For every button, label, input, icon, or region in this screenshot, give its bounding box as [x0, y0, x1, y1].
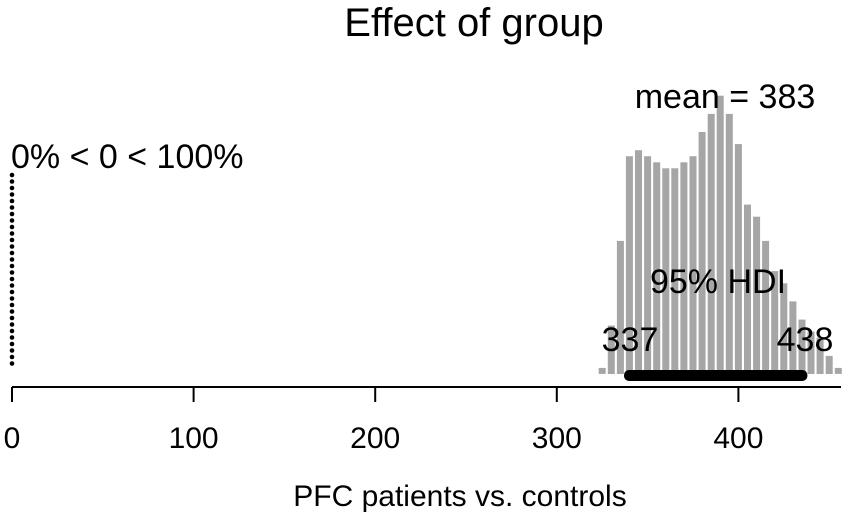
histogram-bar-24: [816, 337, 824, 374]
histogram-bar-22: [798, 319, 806, 374]
chart-title: Effect of group: [344, 1, 603, 45]
x-tick-label-2: 200: [350, 422, 400, 455]
histogram-bar-14: [725, 113, 733, 375]
histogram-bar-19: [771, 271, 779, 374]
histogram-bar-2: [616, 240, 624, 374]
histogram-bar-6: [653, 162, 661, 375]
histogram-bar-5: [644, 156, 652, 374]
histogram-bar-4: [635, 150, 642, 374]
histogram-bar-18: [762, 240, 770, 374]
histogram-bars: [598, 95, 842, 375]
histogram-bar-10: [689, 156, 697, 374]
histogram-bar-1: [607, 325, 615, 374]
hdi-label: 95% HDI: [650, 263, 786, 301]
histogram-bar-8: [671, 168, 679, 374]
histogram-bar-13: [716, 95, 724, 374]
histogram-bar-26: [834, 367, 842, 374]
histogram-bar-21: [789, 301, 797, 374]
comparison-line: [9, 172, 15, 366]
histogram-bar-17: [753, 216, 761, 374]
hdi-high-label: 438: [777, 321, 834, 359]
histogram-bar-0: [598, 367, 606, 374]
hdi-bar: [624, 370, 808, 381]
x-axis-title: PFC patients vs. controls: [293, 480, 626, 513]
histogram-bar-16: [744, 204, 751, 374]
x-tick-label-4: 400: [713, 422, 763, 455]
x-axis-ticks: 0 100 200 300 400: [4, 387, 763, 455]
histogram-bar-12: [707, 113, 715, 375]
x-tick-label-3: 300: [532, 422, 582, 455]
hdi-low-label: 337: [602, 321, 659, 359]
histogram-bar-20: [780, 283, 788, 375]
mean-label: mean = 383: [635, 78, 816, 116]
x-tick-label-0: 0: [4, 422, 21, 455]
histogram-bar-15: [734, 144, 742, 374]
histogram-bar-25: [825, 355, 833, 374]
histogram-bar-9: [680, 162, 688, 375]
histogram-bar-3: [625, 156, 633, 374]
histogram-bar-11: [698, 132, 706, 374]
comparison-label: 0% < 0 < 100%: [11, 138, 244, 176]
histogram-bar-7: [662, 168, 670, 374]
x-tick-label-1: 100: [169, 422, 219, 455]
histogram-bar-23: [807, 331, 815, 374]
